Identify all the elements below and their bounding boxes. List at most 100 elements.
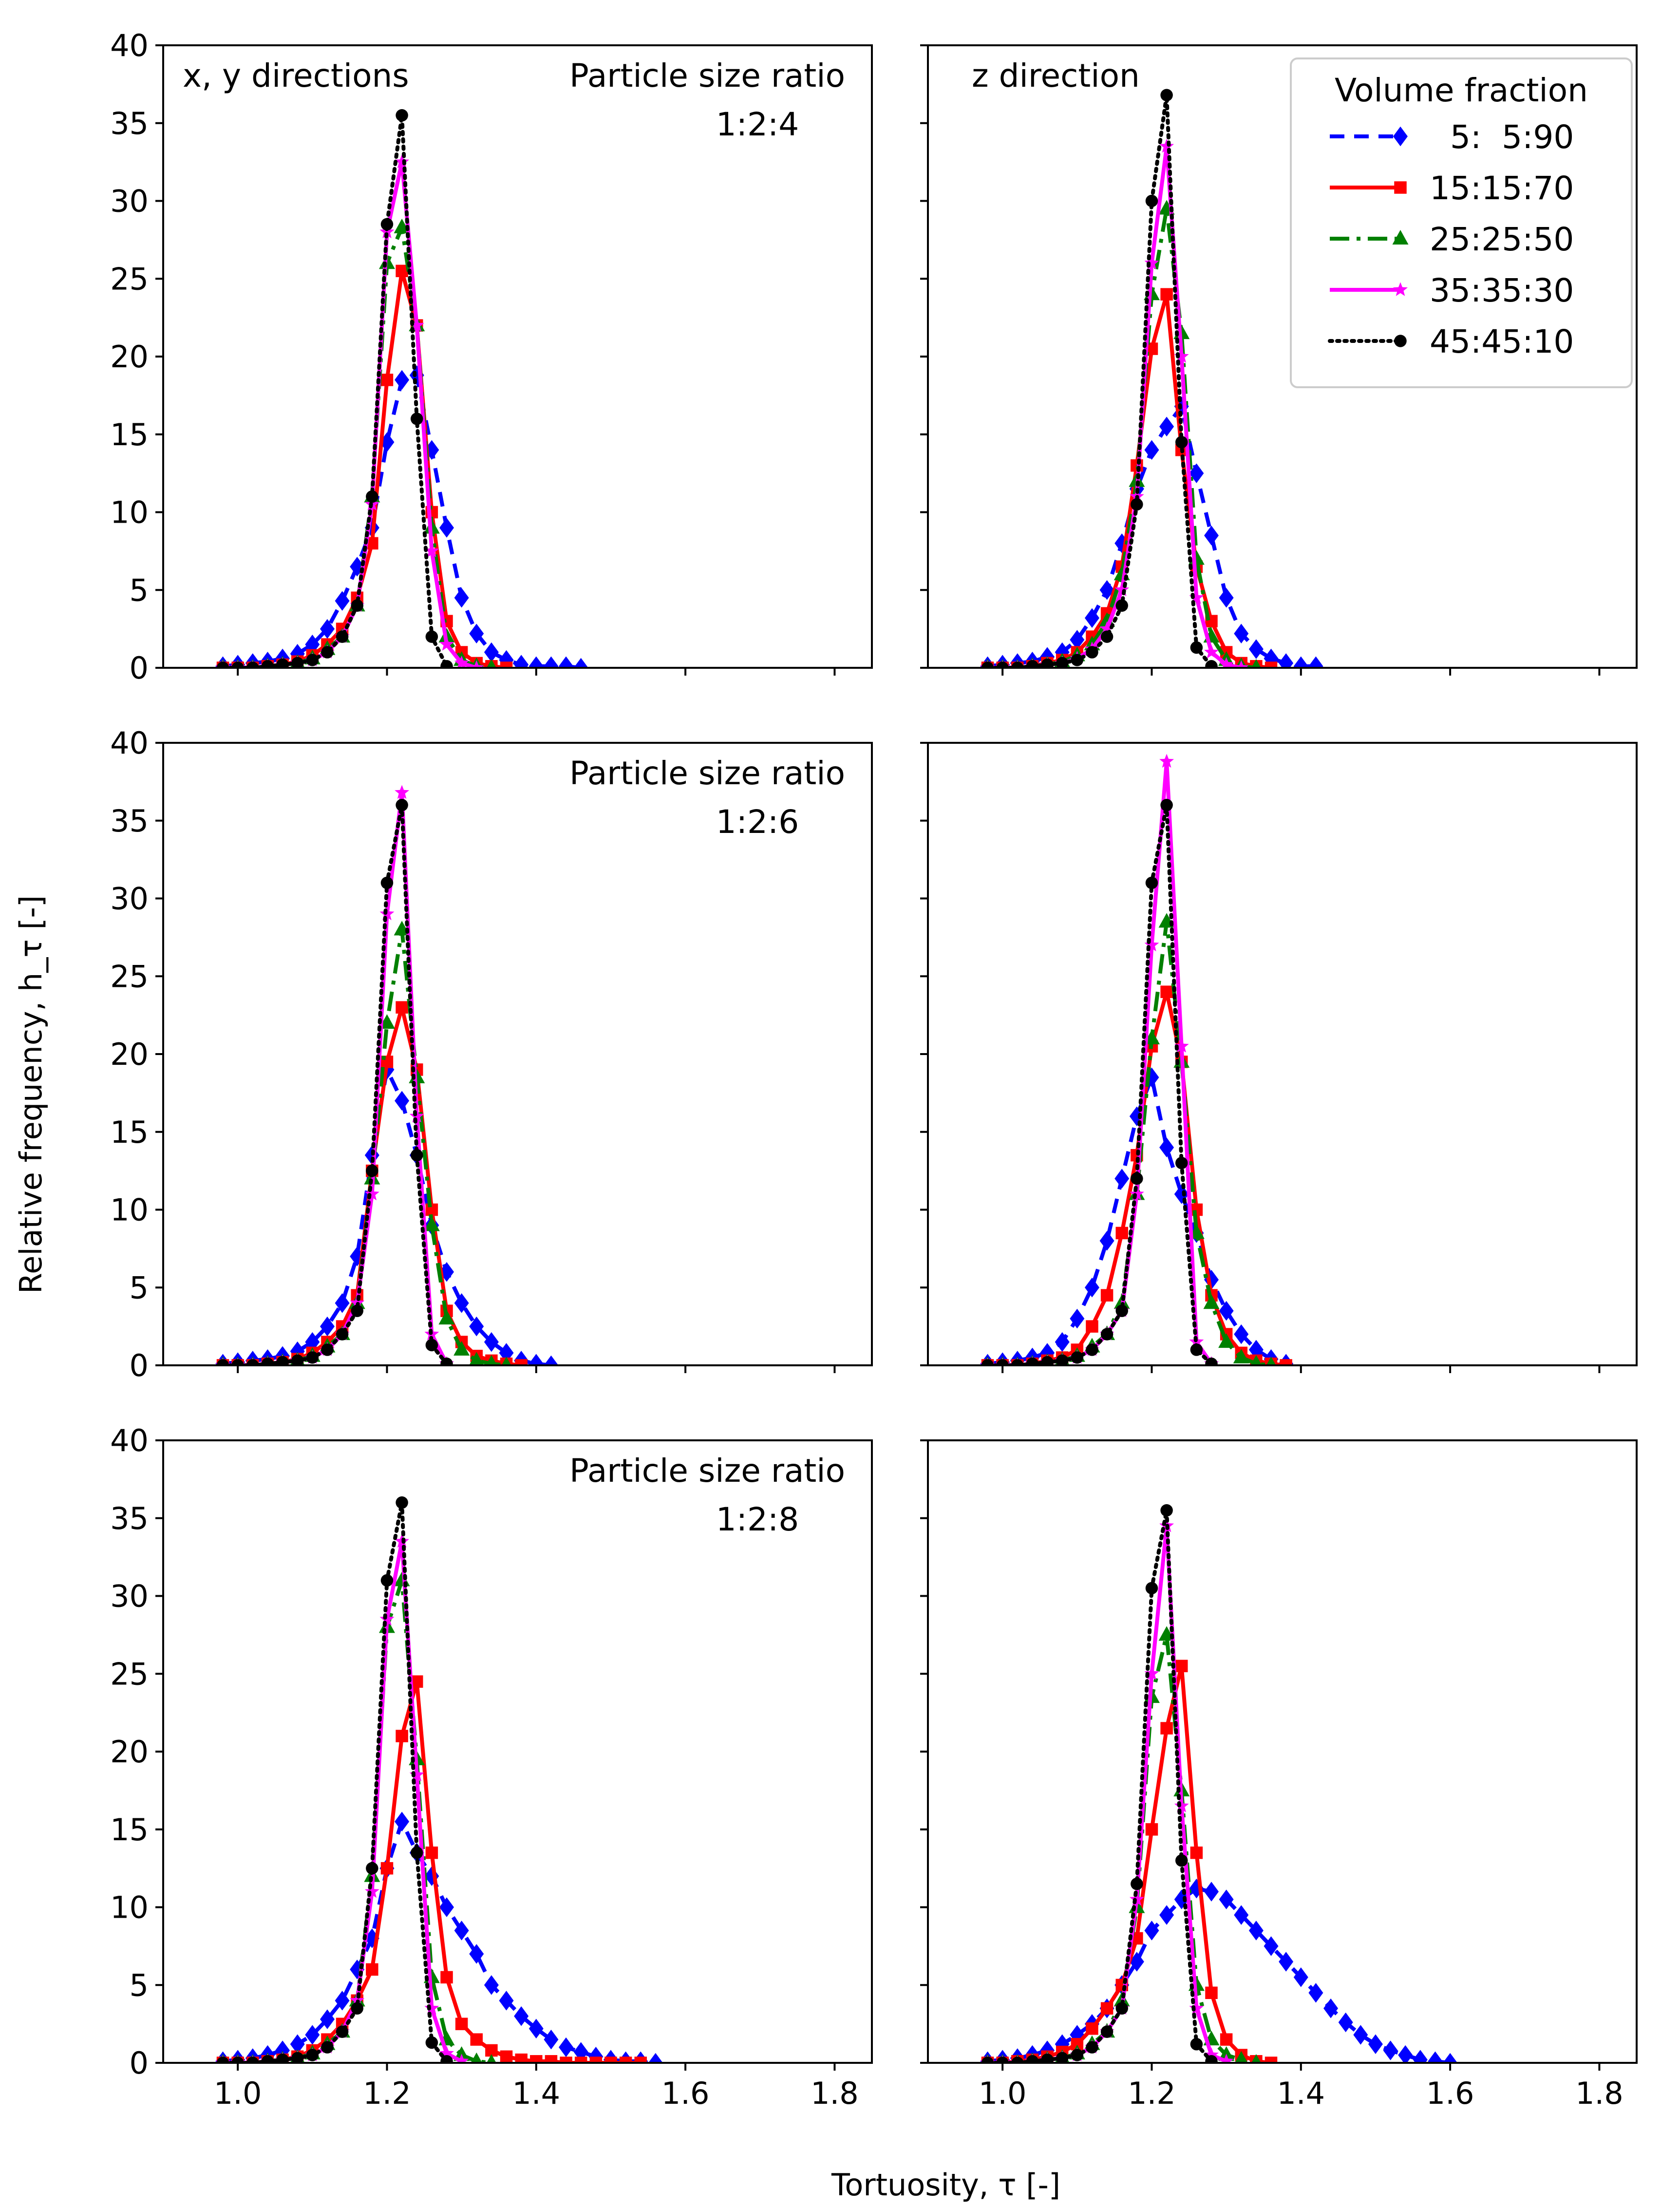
data-point <box>1145 1582 1158 1595</box>
size-ratio-label: Particle size ratio <box>569 755 845 792</box>
data-point <box>1279 653 1294 668</box>
subplot-4 <box>920 742 1638 1373</box>
data-point <box>351 2002 363 2015</box>
data-point <box>981 1359 994 1365</box>
size-ratio-value: 1:2:8 <box>716 1501 799 1538</box>
data-point <box>1234 2051 1248 2063</box>
data-point <box>1293 656 1308 668</box>
data-point <box>379 224 395 239</box>
y-tick-label: 0 <box>130 650 149 686</box>
y-tick-label: 5 <box>130 572 149 608</box>
data-point <box>1219 587 1234 608</box>
x-tick-label: 1.0 <box>979 2076 1027 2111</box>
x-tick-label: 1.4 <box>1277 2076 1325 2111</box>
data-point <box>1115 2002 1128 2015</box>
data-point <box>1234 1905 1249 1925</box>
legend-entry-35:35:30: 35:35:30 <box>1330 272 1574 309</box>
data-point <box>395 370 410 390</box>
plot-area <box>928 743 1637 1365</box>
data-point <box>423 1216 440 1231</box>
data-point <box>545 2055 558 2063</box>
data-point <box>455 2018 468 2030</box>
legend-label: 25:25:50 <box>1430 221 1574 258</box>
data-point <box>500 661 513 668</box>
data-point <box>1160 799 1173 811</box>
data-point <box>996 2057 1009 2063</box>
data-point <box>486 2054 496 2063</box>
legend-label: 5: 5:90 <box>1430 118 1574 156</box>
data-point <box>335 1293 350 1313</box>
data-point <box>1159 138 1174 153</box>
data-point <box>1026 1358 1039 1365</box>
data-point <box>454 655 469 668</box>
y-tick-label: 0 <box>130 2045 149 2081</box>
data-point <box>1250 1355 1262 1365</box>
data-point <box>1353 2025 1368 2045</box>
data-point <box>1099 580 1114 600</box>
x-tick-label: 1.6 <box>1426 2076 1474 2111</box>
data-point <box>1070 1308 1085 1329</box>
data-point <box>364 1186 379 1201</box>
data-point <box>396 109 408 122</box>
y-tick-label: 15 <box>110 1114 149 1150</box>
data-point <box>396 799 408 811</box>
data-point <box>1251 659 1261 668</box>
legend-title: Volume fraction <box>1335 72 1588 109</box>
data-point <box>409 1109 424 1123</box>
data-point <box>573 658 588 668</box>
data-point <box>454 1293 469 1313</box>
data-point <box>231 2057 244 2063</box>
data-point <box>410 1149 423 1162</box>
data-point <box>1205 660 1218 668</box>
data-point <box>1190 1343 1203 1356</box>
data-point <box>438 1310 455 1325</box>
size-ratio-label: Particle size ratio <box>569 1452 845 1490</box>
y-tick-label: 35 <box>110 106 149 141</box>
data-point <box>396 1496 408 1509</box>
data-point <box>499 1990 514 2011</box>
y-tick-label: 25 <box>110 1656 149 1692</box>
data-point <box>1086 2041 1098 2054</box>
data-point <box>469 1316 484 1337</box>
subplot-5: 0 5 10 15 20 25 30 35 40 1.0 1.2 1.4 1.6 1.8 Particle … <box>110 1423 873 2111</box>
y-tick-label: 10 <box>110 495 149 530</box>
data-point <box>1218 2046 1235 2061</box>
data-point <box>1115 1304 1128 1317</box>
legend-marker <box>1393 282 1408 296</box>
size-ratio-value: 1:2:4 <box>716 106 799 143</box>
x-tick-label: 1.2 <box>1128 2076 1176 2111</box>
data-point <box>1280 1359 1292 1365</box>
data-point <box>1205 1986 1218 1999</box>
data-point <box>1204 2047 1219 2061</box>
data-point <box>484 1332 499 1352</box>
data-point <box>560 2057 572 2063</box>
data-point <box>1265 2057 1278 2063</box>
data-point <box>216 661 229 668</box>
data-point <box>1205 2055 1218 2063</box>
data-point <box>1086 1343 1098 1356</box>
data-point <box>1205 1358 1218 1365</box>
y-tick-label: 5 <box>130 1967 149 2003</box>
data-point <box>484 642 499 662</box>
data-point <box>1145 194 1158 208</box>
legend-marker <box>1393 126 1408 147</box>
data-point <box>1174 349 1189 363</box>
data-point <box>1056 1354 1069 1365</box>
data-point <box>1175 1854 1188 1867</box>
size-ratio-label: Particle size ratio <box>569 57 845 94</box>
y-tick-label: 35 <box>110 803 149 839</box>
data-point <box>529 656 544 668</box>
data-point <box>1204 1882 1219 1902</box>
legend-label: 35:35:30 <box>1430 272 1574 309</box>
data-point <box>1338 2012 1353 2033</box>
data-point <box>500 2050 513 2063</box>
data-point <box>1265 661 1278 668</box>
legend-entry-45:45:10: 45:45:10 <box>1328 323 1574 360</box>
data-point <box>291 2052 304 2063</box>
subplot-3: 0 5 10 15 20 25 30 35 40 Particle size ratio 1:2:6 <box>110 725 873 1383</box>
data-point <box>291 657 304 668</box>
data-point <box>366 1164 378 1177</box>
subplot-6: 1.0 1.2 1.4 1.6 1.8 <box>920 1439 1638 2111</box>
data-point <box>1100 2002 1114 2015</box>
y-tick-label: 30 <box>110 184 149 219</box>
